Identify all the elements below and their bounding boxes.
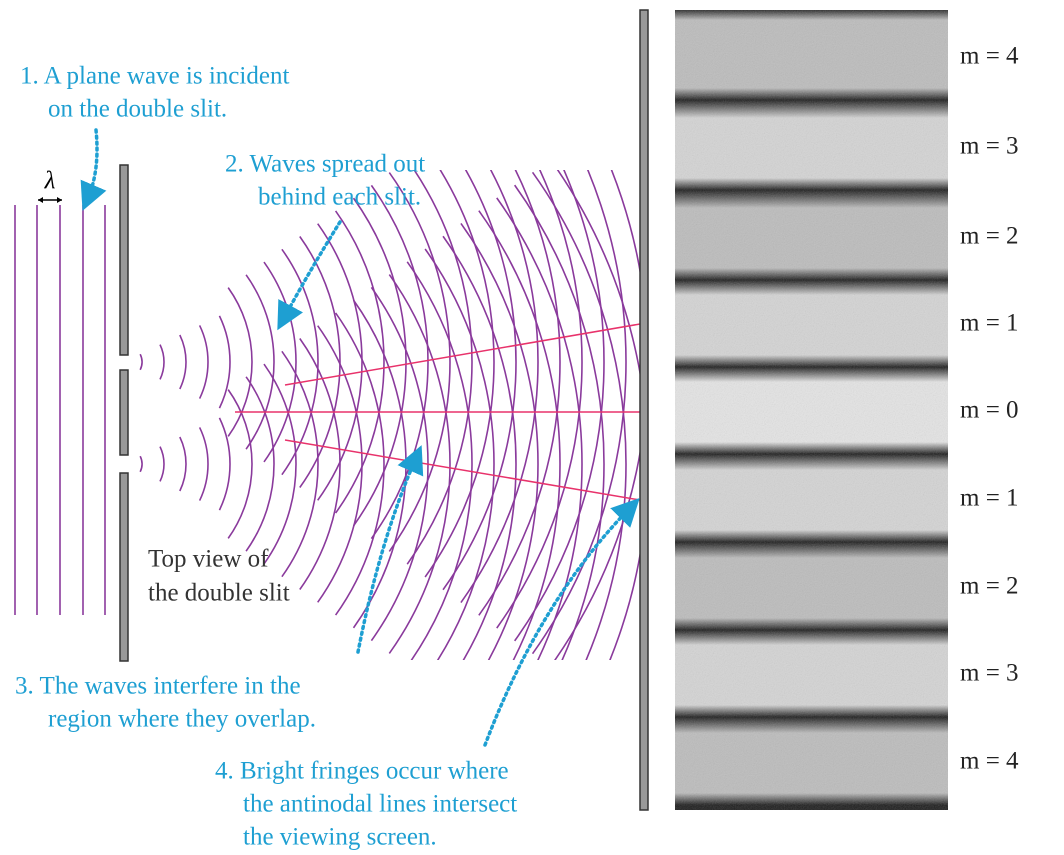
fringe-noise: [675, 10, 948, 810]
annotation-line: 4. Bright fringes occur where: [215, 758, 509, 785]
wavefront-arc: [264, 364, 296, 564]
wavefront-arc: [425, 147, 494, 577]
wavefront-arc: [300, 236, 340, 487]
wavefront-arc: [246, 275, 274, 449]
wavefront-arc: [264, 262, 296, 462]
fringe-label: m = 3: [960, 660, 1019, 687]
wavefront-arc: [200, 325, 208, 398]
fringe-label: m = 1: [960, 485, 1019, 512]
annotation-line: on the double slit.: [48, 96, 227, 123]
wavefront-arc: [228, 288, 252, 437]
wavefront-arc: [200, 427, 208, 500]
fringe-pattern: [675, 10, 948, 810]
barrier-segment: [120, 370, 128, 455]
wavefront-arc: [336, 211, 384, 513]
callout-arrow: [358, 458, 416, 652]
wavefront-arc: [140, 456, 142, 472]
fringe-label: m = 2: [960, 223, 1019, 250]
wavefront-arc: [160, 345, 164, 380]
diagram: λ 1. A plane wave is incident on the dou…: [0, 0, 1064, 855]
wavefront-arc: [550, 58, 648, 667]
wavelength-label: λ: [44, 168, 56, 195]
caption-line: Top view of: [148, 546, 269, 573]
wavefront-arc: [180, 437, 186, 491]
fringe-label: m = 4: [960, 43, 1019, 70]
fringe-labels: m = 4 m = 3 m = 2 m = 1 m = 0 m = 1 m = 2 m = 3…: [960, 43, 1019, 775]
wavefront-arc: [497, 96, 582, 628]
annotation-line: the viewing screen.: [243, 824, 437, 851]
fringe-label: m = 3: [960, 133, 1019, 160]
annotation-line: 1. A plane wave is incident: [20, 63, 289, 90]
wavefront-arc: [550, 160, 648, 769]
wavefront-arc: [219, 418, 230, 510]
fringe-label: m = 2: [960, 573, 1019, 600]
annotation-line: 3. The waves interfere in the: [15, 673, 301, 700]
wavefront-arc: [425, 249, 494, 679]
callout-arrow: [485, 508, 630, 745]
callout-arrow: [88, 130, 97, 198]
barrier: [120, 165, 128, 661]
fringe-label: m = 4: [960, 748, 1019, 775]
wavefront-arc: [533, 172, 626, 755]
wavefront-arc: [180, 335, 186, 389]
barrier-segment: [120, 165, 128, 355]
wavefront-arc: [140, 354, 142, 370]
wavefront-arc: [371, 287, 428, 640]
caption-line: the double slit: [148, 580, 290, 607]
fringe-label: m = 1: [960, 310, 1019, 337]
wavefront-arc: [497, 198, 582, 730]
wavefront-arc: [219, 316, 230, 408]
plane-wave: [15, 205, 105, 615]
viewing-screen: [640, 10, 648, 810]
annotation-line: the antinodal lines intersect: [243, 791, 517, 818]
wavefront-arc: [160, 447, 164, 482]
fringe-label: m = 0: [960, 397, 1019, 424]
annotation-line: region where they overlap.: [48, 706, 316, 733]
barrier-segment: [120, 473, 128, 661]
wavefront-arc: [246, 377, 274, 551]
annotation-line: behind each slit.: [258, 184, 421, 211]
annotation-line: 2. Waves spread out: [225, 151, 425, 178]
